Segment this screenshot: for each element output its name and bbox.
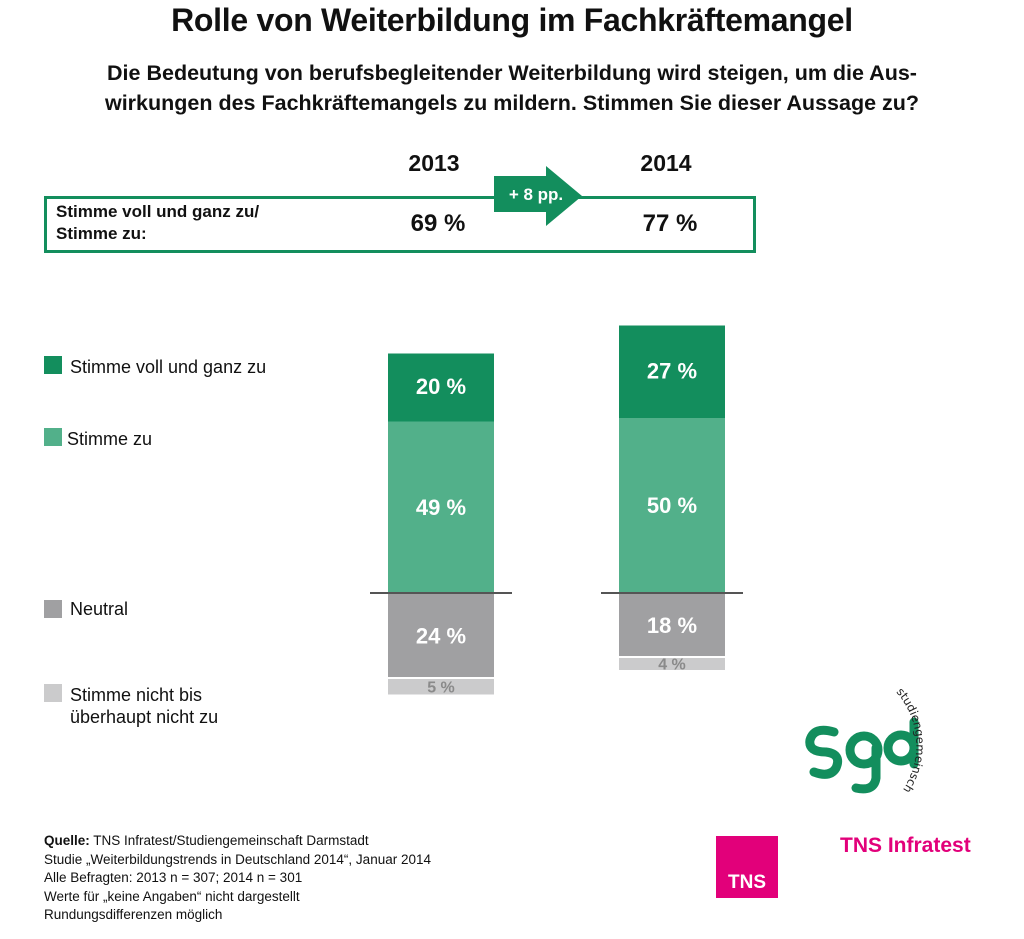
legend-swatch-dark-green (44, 356, 62, 374)
year-2013-label: 2013 (408, 150, 460, 176)
summary-value-2014: 77 % (642, 210, 698, 237)
year-2014-label: 2014 (640, 150, 692, 176)
bar-2013-series-3 (388, 679, 494, 695)
legend-item-neutral: Neutral (70, 599, 129, 619)
source-line-3: Alle Befragten: 2013 n = 307; 2014 n = 3… (44, 870, 303, 885)
bar-2014-series-2 (619, 593, 725, 656)
bar-label-2013-series-3: 5 % (427, 679, 455, 696)
change-label: + 8 pp. (508, 185, 564, 204)
source-line-2: Studie „Weiterbildungstrends in Deutschl… (44, 851, 431, 867)
bar-2013-series-0 (388, 353, 494, 422)
bar-label-2014-series-1: 50 % (647, 493, 697, 518)
source-block: Quelle: TNS Infratest/Studiengemeinschaf… (44, 832, 431, 925)
bar-label-2013-series-1: 49 % (416, 495, 466, 520)
stacked-bar-chart: 49 % 20 % 24 % 5 % 50 % 27 % 18 % 4 % (370, 325, 743, 696)
chart-title: Rolle von Weiterbildung im Fachkräfteman… (171, 2, 853, 38)
source-line-4: Werte für „keine Angaben“ nicht dargeste… (44, 888, 300, 904)
legend-swatch-light-grey (44, 684, 62, 702)
legend-item-stimme-voll: Stimme voll und ganz zu (70, 357, 267, 377)
bar-label-2013-series-0: 20 % (416, 374, 466, 399)
subtitle-text: Die Bedeutung von berufsbegleitender Wei… (104, 61, 920, 115)
sgd-logo-icon: studiengemeinschaft · darmstadt (796, 682, 928, 796)
bar-label-2014-series-0: 27 % (647, 358, 697, 383)
bar-label-2014-series-3: 4 % (658, 657, 686, 674)
bar-label-2013-series-2: 24 % (416, 624, 466, 649)
tns-infratest-name: TNS Infratest (840, 834, 971, 857)
legend-swatch-grey (44, 600, 62, 618)
bar-2014-series-0 (619, 325, 725, 418)
tns-logo-icon: TNS (716, 836, 778, 898)
chart-subtitle: Die Bedeutung von berufsbegleitender Wei… (20, 58, 1004, 118)
source-text: TNS Infratest/Studiengemeinschaft Darmst… (89, 833, 369, 848)
legend-swatch-light-green (44, 428, 62, 446)
summary-box (44, 196, 756, 253)
source-line-1: Quelle: TNS Infratest/Studiengemeinschaf… (44, 832, 431, 851)
legend-item-stimme-zu: Stimme zu (67, 429, 153, 449)
change-arrow-icon (494, 166, 582, 226)
legend-item-stimme-nicht: Stimme nicht bis überhaupt nicht zu (70, 685, 219, 727)
source-label: Quelle: (44, 833, 90, 848)
source-line-5: Rundungsdifferenzen möglich (44, 907, 223, 922)
bar-2014-series-1 (619, 418, 725, 593)
bar-label-2014-series-2: 18 % (647, 613, 697, 638)
summary-value-2013: 69 % (410, 210, 466, 237)
summary-label: Stimme voll und ganz zu/ Stimme zu: (56, 202, 260, 243)
bar-2013-series-1 (388, 421, 494, 593)
bar-2013-series-2 (388, 593, 494, 677)
bar-2014-series-3 (619, 658, 725, 670)
tns-logo-text: TNS (728, 872, 766, 893)
